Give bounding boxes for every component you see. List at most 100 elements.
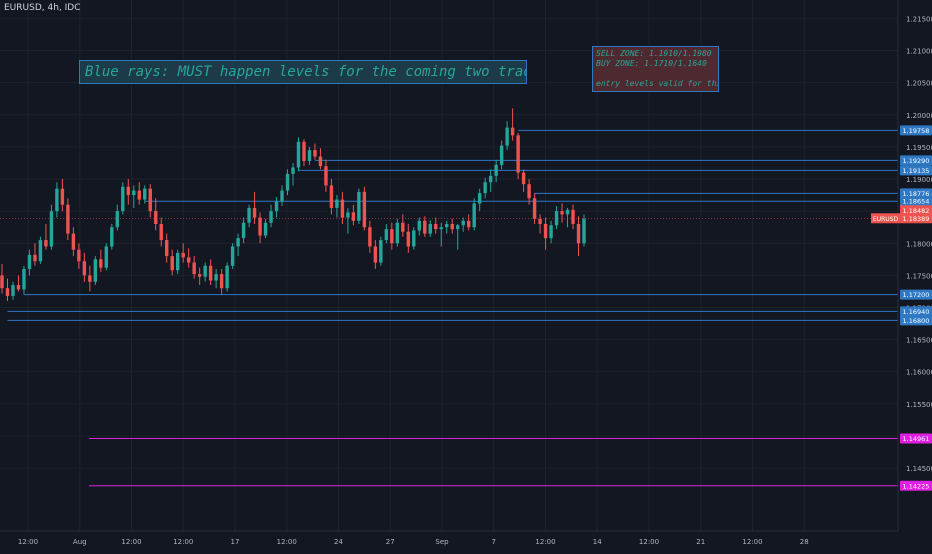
candle-body <box>99 259 103 268</box>
x-tick-label: 12:00 <box>639 538 659 546</box>
candle-body <box>428 223 432 234</box>
candle <box>302 139 306 167</box>
candle <box>532 193 537 224</box>
candle <box>417 217 421 236</box>
symbol-label: EURUSD, 4h, IDC <box>4 3 81 13</box>
candle-body <box>274 201 279 212</box>
candle-body <box>104 246 109 268</box>
candle <box>269 204 273 228</box>
x-tick-label: Aug <box>73 538 87 546</box>
candle <box>186 248 191 268</box>
candle-body <box>165 240 169 257</box>
candle <box>77 243 81 269</box>
candle-body <box>71 233 76 250</box>
candle <box>406 223 411 253</box>
candle-body <box>137 190 141 200</box>
candle-body <box>219 274 224 289</box>
level-price-tag <box>900 125 932 136</box>
blue-rays-note: Blue rays: MUST happen levels for the co… <box>79 60 527 84</box>
x-tick-label: Sep <box>435 538 449 546</box>
x-tick-label: 12:00 <box>173 538 193 546</box>
candle <box>516 132 520 180</box>
last-price-text: 1.18389 <box>903 215 930 223</box>
candle <box>203 262 207 282</box>
candle-body <box>483 182 487 194</box>
candle <box>66 198 70 241</box>
candle-body <box>450 223 454 230</box>
candle <box>121 182 125 215</box>
candle-body <box>181 252 185 258</box>
level-price-tag <box>900 289 932 300</box>
candle <box>27 249 32 276</box>
candle-body <box>132 190 136 196</box>
candle <box>318 148 323 170</box>
x-tick-label: 27 <box>386 538 395 546</box>
candle-body <box>532 198 537 219</box>
candle-body <box>121 186 125 212</box>
level-price-tag <box>900 315 932 326</box>
y-tick-label: 1.21000 <box>906 48 932 56</box>
sell-zone-text: SELL ZONE: 1.1910/1.1980 <box>596 49 712 58</box>
candle <box>368 220 372 253</box>
candle <box>395 218 400 247</box>
candle-body <box>538 218 542 224</box>
candle <box>159 217 163 247</box>
candle <box>543 217 548 250</box>
candle <box>384 223 389 244</box>
candle-body <box>0 275 4 289</box>
candle <box>110 223 114 250</box>
candle <box>357 188 361 224</box>
candle <box>340 191 345 224</box>
last-price-tag <box>900 213 932 224</box>
candle <box>165 233 169 263</box>
y-axis[interactable]: 1.21500 1.21000 1.20500 1.20000 1.19500 1.190… <box>897 0 932 531</box>
candle-body <box>175 252 180 271</box>
y-tick-label: 1.20500 <box>906 80 932 88</box>
candle-body <box>368 227 372 247</box>
candle-body <box>230 246 235 266</box>
candle <box>439 222 443 247</box>
candle <box>296 137 301 172</box>
candle <box>494 159 498 183</box>
candle-body <box>510 127 515 136</box>
candle-body <box>88 275 92 282</box>
x-tick-label: 12:00 <box>121 538 141 546</box>
candle-body <box>296 141 301 168</box>
y-tick-label: 1.18000 <box>906 240 932 248</box>
x-axis[interactable]: 12:00 Aug 12:00 12:00 17 12:00 24 27 Sep 7 12:00 14… <box>0 530 898 546</box>
candle-body <box>379 240 383 263</box>
candle <box>554 206 559 230</box>
candle <box>104 243 109 271</box>
buy-zone-text: BUY ZONE: 1.1710/1.1640 <box>596 59 707 68</box>
candle <box>461 217 465 232</box>
candle <box>472 198 476 231</box>
candle <box>324 159 328 192</box>
candle-body <box>291 167 295 174</box>
candle <box>137 182 141 205</box>
candle-body <box>49 211 54 247</box>
candle-body <box>395 222 400 244</box>
y-tick-label: 1.17500 <box>906 272 932 280</box>
candle-body <box>11 285 15 296</box>
candle-body <box>412 230 416 247</box>
candle <box>181 243 185 263</box>
level-price-text: 1.17200 <box>903 291 930 299</box>
level-price-text: 1.14225 <box>903 482 930 490</box>
zone-validity-text: entry levels valid for this week <box>596 79 718 88</box>
candle <box>538 214 542 234</box>
candle <box>252 191 257 224</box>
candle-body <box>263 222 268 236</box>
candle <box>11 281 15 300</box>
candle-body <box>154 211 158 224</box>
candle <box>390 222 394 250</box>
candle <box>505 121 509 151</box>
candle <box>0 263 4 294</box>
candle-body <box>362 191 367 228</box>
level-price-tag <box>900 155 932 166</box>
candle-body <box>214 274 218 281</box>
zone-spacer <box>596 69 715 79</box>
candle-body <box>357 191 361 221</box>
